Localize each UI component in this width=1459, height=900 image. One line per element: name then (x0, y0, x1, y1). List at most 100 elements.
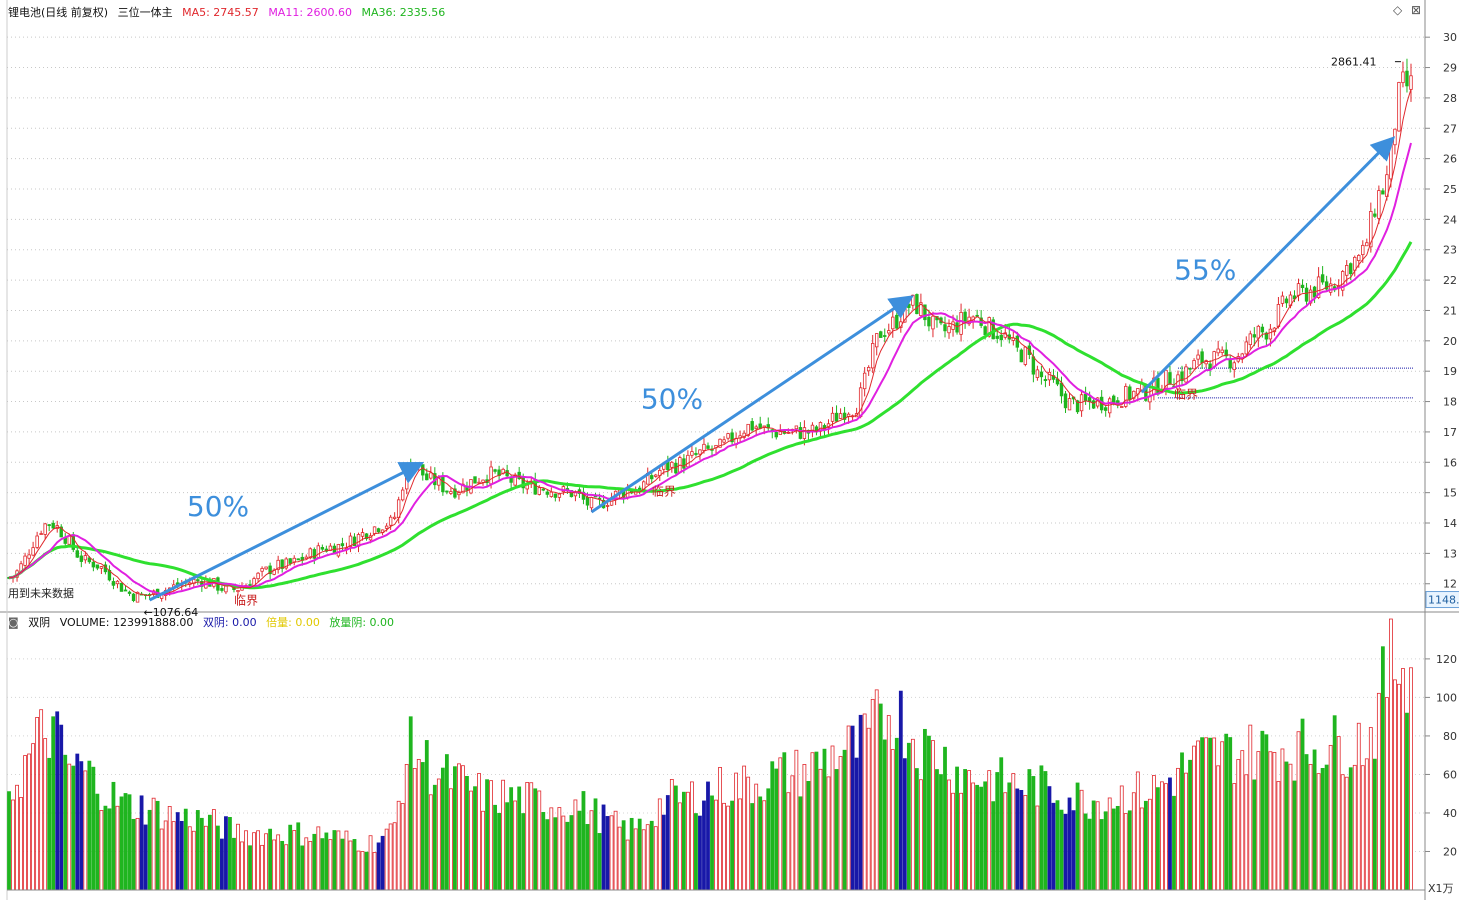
volume-bar (272, 839, 277, 891)
candle-body (1300, 284, 1305, 289)
price-axis-label: 13 (1443, 547, 1457, 560)
volume-bar (119, 796, 124, 891)
volume-bar (653, 826, 658, 891)
candle-body (473, 476, 477, 484)
high-price-label: 2861.41 (1331, 56, 1377, 69)
volume-bar (95, 793, 100, 891)
volume-bar (392, 822, 397, 891)
candle (1015, 331, 1020, 352)
candle (449, 487, 453, 496)
volume-bar (344, 830, 349, 891)
candle-body (746, 423, 750, 436)
volume-bar (1292, 780, 1297, 891)
price-axis-label: 29 (1443, 62, 1457, 75)
volume-bar (1135, 771, 1140, 891)
volume-bar (1308, 764, 1313, 891)
candle (1377, 185, 1381, 225)
volume-bar (39, 709, 44, 891)
candle (943, 316, 947, 338)
volume-bar (27, 753, 31, 891)
candle-body (963, 311, 967, 322)
volume-bar (517, 786, 522, 891)
ma11-label: MA11: 2600.60 (268, 6, 353, 19)
candle (955, 315, 959, 335)
volume-bar (79, 761, 84, 891)
candle (1397, 81, 1401, 132)
candle-body (1373, 213, 1377, 217)
candle (400, 487, 405, 502)
volume-bar (621, 820, 626, 891)
volume-bar (477, 773, 481, 891)
candle-body (589, 496, 594, 509)
volume-axis-label: 100 (1436, 691, 1457, 704)
candle (99, 566, 104, 575)
main-chart-header: 锂电池(日线 前复权) 三位一体主 MA5: 2745.57 MA11: 260… (8, 4, 451, 20)
volume-bar (858, 714, 863, 891)
candle (1248, 330, 1253, 349)
candle (51, 520, 55, 530)
double-yin-label: 双阴: 0.00 (202, 616, 257, 629)
volume-bar (1143, 800, 1148, 891)
candle-body (1035, 369, 1040, 378)
volume-bar (939, 774, 943, 891)
volume-bar (967, 770, 972, 891)
candle (453, 484, 457, 499)
volume-toggle-icon[interactable]: ◙ (8, 616, 19, 629)
candle (1252, 327, 1257, 347)
candle-body (1063, 393, 1068, 409)
volume-bar (690, 781, 694, 891)
volume-bar (1300, 718, 1305, 891)
volume-bar (481, 810, 485, 891)
volume-bar (1099, 819, 1104, 891)
candle (1328, 277, 1333, 296)
volume-bar (1393, 679, 1397, 891)
volume-bar (645, 824, 650, 891)
volume-bar (1380, 646, 1385, 891)
price-axis-label: 24 (1443, 213, 1457, 226)
ma11-line (8, 142, 1412, 596)
candle-body (670, 461, 674, 468)
candle-body (43, 523, 47, 535)
volume-bar (673, 785, 678, 891)
volume-bar (601, 804, 606, 891)
volume-bar (1264, 734, 1269, 891)
candle-body (754, 426, 758, 430)
volume-bar (304, 837, 309, 891)
close-box-icon[interactable]: ⊠ (1411, 3, 1422, 17)
candle (858, 382, 863, 419)
candle-body (955, 322, 959, 333)
volume-bar (384, 828, 389, 891)
candle (95, 564, 100, 571)
volume-bar (649, 820, 654, 891)
volume-bar (107, 808, 112, 891)
volume-bar (1047, 786, 1052, 891)
candle-body (742, 432, 746, 438)
volume-bar (143, 824, 148, 891)
volume-bar (1328, 744, 1333, 891)
volume-bar (284, 844, 289, 891)
candle (123, 585, 128, 592)
volume-bar (83, 770, 88, 891)
volume-bar (581, 791, 586, 891)
gain-annotation: 50% (187, 490, 249, 523)
candle-body (870, 343, 875, 369)
candle (670, 460, 674, 473)
volume-bar (436, 778, 441, 891)
candle-body (1345, 265, 1349, 276)
volume-bar (336, 830, 341, 891)
candle-body (818, 422, 823, 432)
diamond-icon[interactable]: ◇ (1393, 3, 1403, 17)
candle-body (794, 425, 799, 430)
volume-bar (276, 834, 281, 891)
volume-bar (461, 765, 465, 891)
candle-body (304, 556, 308, 560)
candle-body (288, 558, 292, 564)
volume-bar (103, 805, 108, 891)
candle (79, 550, 84, 568)
volume-bar (943, 746, 947, 891)
candle-body (1268, 328, 1273, 340)
volume-bar (951, 792, 955, 891)
double-volume-label: 倍量: 0.00 (266, 616, 320, 629)
volume-bar (1364, 758, 1369, 891)
candle (553, 493, 558, 502)
